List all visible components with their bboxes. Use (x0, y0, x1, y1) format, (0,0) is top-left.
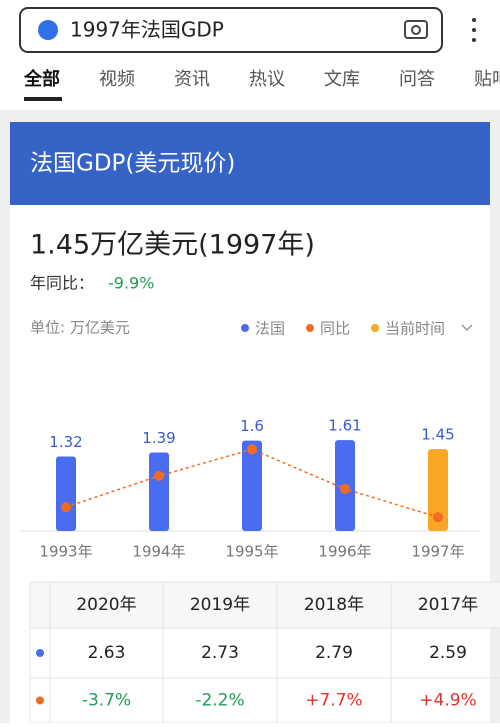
tab[interactable]: 文库 (324, 69, 360, 90)
legend-label: 同比 (320, 320, 350, 338)
card-header (10, 122, 490, 205)
table-header: 2018年 (304, 595, 364, 615)
table-cell: -2.2% (195, 691, 244, 711)
camera-icon[interactable] (404, 20, 428, 39)
search-box[interactable] (19, 7, 443, 53)
table-header-bg (30, 582, 500, 628)
x-tick-label: 1997年 (411, 543, 464, 561)
yoy-dot (247, 444, 257, 455)
table-cell: 2.73 (201, 643, 239, 663)
tab[interactable]: 贴吧 (474, 69, 500, 90)
bar (56, 456, 76, 531)
table-cell: 2.79 (315, 643, 353, 663)
tab[interactable]: 全部 (23, 68, 60, 90)
legend-label: 法国 (255, 320, 285, 338)
bar (242, 440, 262, 531)
x-tick-label: 1996年 (318, 543, 371, 561)
table-cell: -3.7% (82, 691, 131, 711)
tab-underline (24, 97, 62, 101)
table-cell: +7.7% (305, 691, 362, 711)
legend-dot (371, 324, 379, 332)
tab[interactable]: 资讯 (174, 69, 210, 90)
yoy-label: 年同比： (30, 274, 94, 293)
card-title: 法国GDP(美元现价) (30, 151, 235, 177)
camera-lens (411, 25, 421, 35)
x-tick-label: 1993年 (39, 543, 92, 561)
legend-chevron[interactable] (461, 324, 473, 332)
table-cell: 2.59 (429, 643, 467, 663)
table-cell: 2.63 (88, 643, 126, 663)
bar (428, 449, 448, 531)
main-value: 1.45万亿美元(1997年) (30, 230, 315, 261)
yoy-dot (61, 502, 71, 513)
tab[interactable]: 视频 (99, 69, 135, 90)
table-header: 2019年 (190, 595, 250, 615)
tab[interactable]: 热议 (249, 69, 285, 90)
legend-label: 当前时间 (385, 320, 445, 338)
bar-value-label: 1.39 (142, 429, 175, 447)
row-dot (36, 696, 44, 705)
table-header: 2017年 (418, 595, 478, 615)
bar-value-label: 1.32 (49, 433, 82, 451)
search-query[interactable]: 1997年法国GDP (70, 18, 224, 42)
unit-label: 单位: 万亿美元 (30, 319, 130, 337)
tab[interactable]: 问答 (399, 69, 435, 90)
x-tick-label: 1994年 (132, 543, 185, 561)
table-cell: +4.9% (419, 691, 476, 711)
table-header: 2020年 (76, 595, 136, 615)
bar-value-label: 1.61 (328, 417, 361, 435)
yoy-dot (433, 512, 443, 523)
bar (149, 452, 169, 531)
yoy-value: -9.9% (108, 274, 154, 293)
row-dot (36, 649, 44, 657)
x-tick-label: 1995年 (225, 543, 278, 561)
yoy-dot (154, 470, 164, 481)
legend-dot (306, 324, 314, 332)
bar-value-label: 1.6 (240, 417, 264, 435)
yoy-dot (340, 483, 350, 494)
legend-dot (241, 324, 249, 332)
baidu-icon (38, 20, 58, 40)
menu-icon[interactable] (472, 18, 476, 42)
bar-value-label: 1.45 (421, 426, 454, 444)
